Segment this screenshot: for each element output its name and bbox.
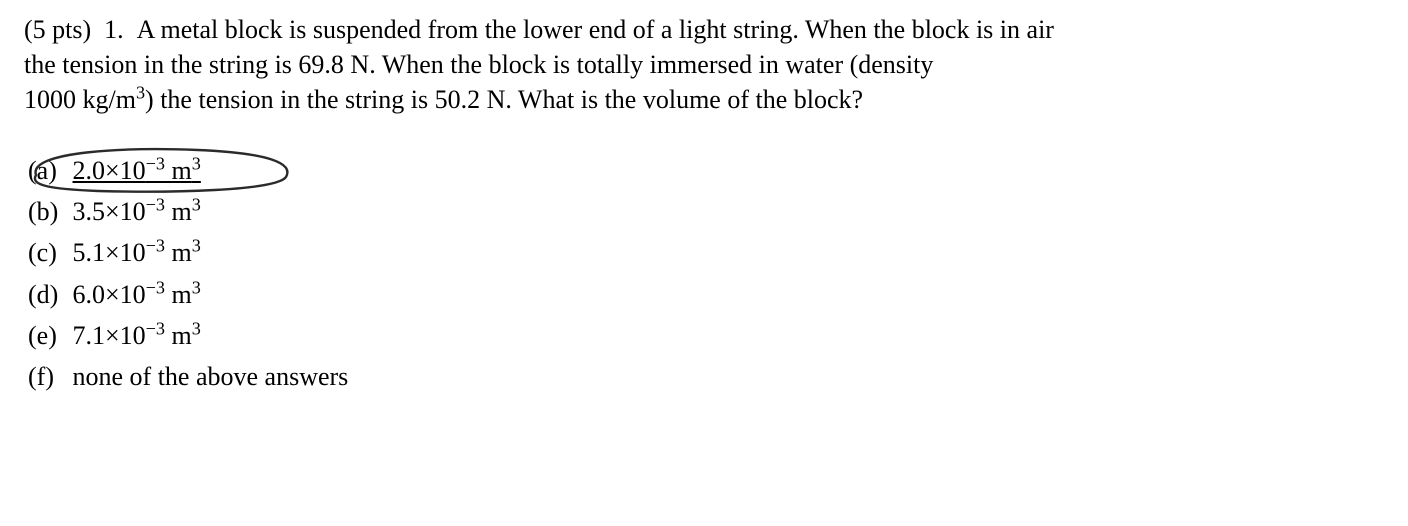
option-unit-exponent: 3: [192, 318, 201, 338]
option-mantissa: 3.5×10: [73, 197, 146, 226]
option-exponent: −3: [146, 154, 165, 174]
answer-options: (a) 2.0×10−3 m3 (b) 3.5×10−3 m3 (c) 5.1×…: [24, 153, 1384, 394]
option-label: (b): [28, 194, 66, 229]
question-number: 1.: [104, 15, 124, 44]
option-value: 2.0×10−3 m3: [73, 156, 201, 185]
density-value: 1000 kg/m3: [24, 82, 145, 117]
option-e: (e) 7.1×10−3 m3: [24, 318, 1384, 353]
option-exponent: −3: [146, 318, 165, 338]
option-c: (c) 5.1×10−3 m3: [24, 235, 1384, 270]
density-exponent: 3: [136, 83, 145, 103]
option-label: (a): [28, 153, 66, 188]
option-label: (c): [28, 235, 66, 270]
question-line-2: the tension in the string is 69.8 N. Whe…: [24, 50, 933, 79]
option-mantissa: 2.0×10: [73, 156, 146, 185]
option-value: 6.0×10−3 m3: [73, 280, 201, 309]
option-label: (f): [28, 359, 66, 394]
option-unit: m: [172, 156, 192, 185]
option-label: (d): [28, 277, 66, 312]
option-unit-exponent: 3: [192, 154, 201, 174]
option-value: 7.1×10−3 m3: [73, 321, 201, 350]
option-unit: m: [172, 280, 192, 309]
option-f: (f) none of the above answers: [24, 359, 1384, 394]
option-b: (b) 3.5×10−3 m3: [24, 194, 1384, 229]
exam-question-page: (5 pts) 1. A metal block is suspended fr…: [0, 0, 1408, 394]
option-unit: m: [172, 197, 192, 226]
option-label: (e): [28, 318, 66, 353]
option-value: 5.1×10−3 m3: [73, 238, 201, 267]
density-base: 1000 kg/m: [24, 85, 136, 114]
points-label: (5 pts): [24, 15, 91, 44]
option-unit: m: [172, 238, 192, 267]
option-unit-exponent: 3: [192, 195, 201, 215]
option-mantissa: 7.1×10: [73, 321, 146, 350]
question-stem: (5 pts) 1. A metal block is suspended fr…: [24, 12, 1384, 117]
question-line-1: A metal block is suspended from the lowe…: [137, 15, 1054, 44]
option-value: 3.5×10−3 m3: [73, 197, 201, 226]
option-exponent: −3: [146, 236, 165, 256]
option-unit: m: [172, 321, 192, 350]
option-d: (d) 6.0×10−3 m3: [24, 277, 1384, 312]
option-unit-exponent: 3: [192, 236, 201, 256]
option-a-content: (a) 2.0×10−3 m3: [28, 153, 201, 188]
option-exponent: −3: [146, 277, 165, 297]
option-mantissa: 6.0×10: [73, 280, 146, 309]
option-a: (a) 2.0×10−3 m3: [24, 153, 1384, 188]
option-mantissa: 5.1×10: [73, 238, 146, 267]
option-text: none of the above answers: [73, 362, 349, 391]
option-exponent: −3: [146, 195, 165, 215]
question-line-3: ) the tension in the string is 50.2 N. W…: [145, 85, 863, 114]
option-unit-exponent: 3: [192, 277, 201, 297]
